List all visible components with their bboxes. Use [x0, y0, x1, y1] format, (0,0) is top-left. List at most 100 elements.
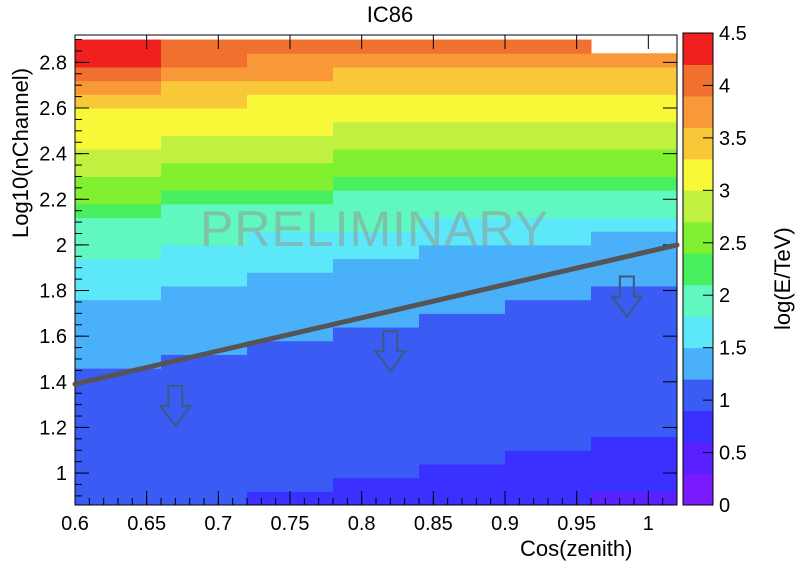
down-arrow-icon: [373, 330, 408, 373]
heatmap-cell: [505, 477, 592, 492]
heatmap-cell: [75, 450, 162, 465]
heatmap-cell: [333, 395, 420, 410]
heatmap-cell: [75, 217, 162, 232]
heatmap-cell: [247, 285, 334, 301]
heatmap-cell: [505, 162, 592, 177]
y-tick-label: 1: [56, 463, 67, 485]
color-scale-segment: [683, 463, 713, 475]
heatmap-cell: [419, 149, 506, 164]
down-arrow-icon: [158, 385, 193, 428]
heatmap-cell: [419, 231, 506, 246]
y-tick-label: 2: [56, 235, 67, 257]
heatmap-cell: [419, 340, 506, 355]
color-scale-segment: [683, 452, 713, 464]
heatmap-cell: [591, 94, 678, 109]
heatmap-cell: [75, 340, 162, 355]
y-axis-label: Log10(nChannel): [8, 67, 33, 238]
y-tick-label: 1.6: [39, 326, 67, 348]
color-scale-segment: [683, 200, 713, 212]
color-scale-segment: [683, 253, 713, 265]
z-tick-label: 2.5: [719, 233, 747, 255]
color-scale-segment: [683, 211, 713, 223]
heatmap-cells: [75, 39, 678, 506]
color-scale-segment: [683, 316, 713, 328]
x-tick-label: 0.6: [61, 513, 89, 535]
color-scale-segment: [683, 64, 713, 76]
x-axis-ticks: 0.6 0.65 0.7 0.75 0.8 0.85 0.9 0.95 1: [61, 35, 664, 535]
y-tick-label: 1.8: [39, 281, 67, 303]
color-scale-segment: [683, 221, 713, 233]
down-arrows: [158, 275, 644, 428]
heatmap-cell: [505, 381, 592, 396]
heatmap-cell: [505, 450, 592, 465]
heatmap-cell: [419, 217, 506, 232]
heatmap-cell: [75, 203, 162, 219]
heatmap-cell: [333, 80, 420, 95]
heatmap-cell: [333, 149, 420, 164]
heatmap-cell: [505, 463, 592, 479]
heatmap-cell: [161, 244, 248, 260]
color-scale-segment: [683, 358, 713, 370]
heatmap-cell: [161, 409, 248, 424]
heatmap-cell: [161, 149, 248, 164]
heatmap-cell: [333, 94, 420, 109]
heatmap-cell: [333, 354, 420, 369]
heatmap-cell: [75, 422, 162, 438]
heatmap-cell: [505, 121, 592, 136]
heatmap-cell: [161, 258, 248, 273]
heatmap-cell: [333, 381, 420, 396]
heatmap-cell: [333, 450, 420, 465]
heatmap-cell: [247, 477, 334, 492]
heatmap-cell: [247, 436, 334, 451]
heatmap-cell: [419, 94, 506, 109]
heatmap-cell: [419, 477, 506, 492]
heatmap-cell: [419, 121, 506, 136]
color-scale-segment: [683, 305, 713, 317]
heatmap-cell: [419, 39, 506, 54]
color-scale-segment: [683, 127, 713, 139]
heatmap-cell: [505, 272, 592, 287]
color-scale-segment: [683, 148, 713, 160]
heatmap-cell: [247, 422, 334, 438]
z-tick-label: 3.5: [719, 128, 747, 150]
heatmap-cell: [247, 354, 334, 369]
heatmap-cell: [333, 368, 420, 383]
heatmap-cell: [161, 162, 248, 177]
z-tick-label: 0: [719, 495, 730, 517]
color-scale-segment: [683, 242, 713, 254]
heatmap-cell: [505, 299, 592, 314]
color-scale-segment: [683, 232, 713, 244]
heatmap-cell: [333, 39, 420, 54]
heatmap-cell: [419, 135, 506, 150]
color-scale-segment: [683, 473, 713, 485]
z-tick-label: 1.5: [719, 338, 747, 360]
heatmap-cell: [333, 477, 420, 492]
heatmap-cell: [75, 409, 162, 424]
heatmap-cell: [161, 39, 248, 54]
heatmap-cell: [333, 436, 420, 451]
heatmap-cell: [247, 313, 334, 328]
z-tick-label: 2: [719, 285, 730, 307]
heatmap-cell: [247, 409, 334, 424]
z-axis-label: log(E/TeV): [770, 227, 795, 330]
x-axis-label: Cos(zenith): [520, 536, 633, 561]
heatmap-cell: [75, 272, 162, 287]
heatmap-cell: [247, 135, 334, 150]
heatmap-cell: [505, 313, 592, 328]
heatmap-cell: [505, 436, 592, 451]
heatmap-cell: [161, 436, 248, 451]
heatmap-cell: [161, 135, 248, 150]
heatmap-cell: [247, 450, 334, 465]
cut-line-path: [72, 242, 680, 387]
heatmap-cell: [591, 162, 678, 177]
heatmap-cell: [75, 258, 162, 273]
heatmap-cell: [247, 176, 334, 191]
heatmap-cell: [505, 66, 592, 82]
z-tick-label: 4.5: [719, 23, 747, 45]
heatmap-cell: [247, 463, 334, 479]
heatmap-cell: [75, 135, 162, 150]
heatmap-cell: [75, 299, 162, 314]
heatmap-cell: [419, 66, 506, 82]
x-tick-label: 0.95: [557, 513, 596, 535]
heatmap-cell: [161, 94, 248, 109]
